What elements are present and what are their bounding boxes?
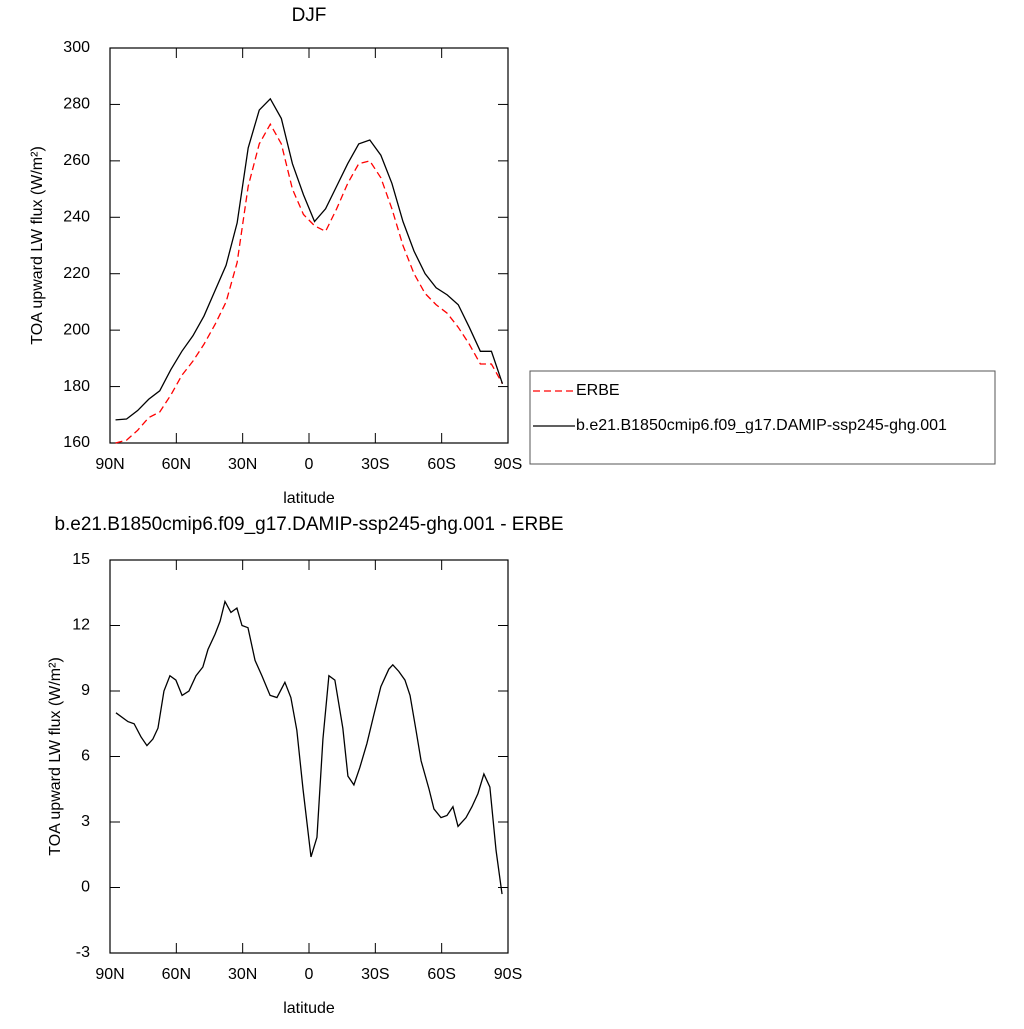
data-line <box>115 599 503 895</box>
y-tick-label: 160 <box>63 434 90 451</box>
legend-box <box>529 370 996 465</box>
data-line <box>115 97 504 421</box>
x-axis-label: latitude <box>283 490 335 507</box>
y-tick-label: 180 <box>63 378 90 395</box>
x-tick-label: 90S <box>494 966 522 983</box>
x-tick-label: 60N <box>162 966 191 983</box>
x-tick-label: 90N <box>95 966 124 983</box>
x-tick-label: 0 <box>305 456 314 473</box>
y-tick-label: 12 <box>72 617 90 634</box>
x-tick-label: 30S <box>361 456 389 473</box>
y-tick-label: 300 <box>63 39 90 56</box>
y-tick-label: 9 <box>81 682 90 699</box>
y-tick-label: 240 <box>63 209 90 226</box>
y-tick-label: 3 <box>81 813 90 830</box>
y-tick-label: 280 <box>63 96 90 113</box>
y-tick-label: -3 <box>76 944 90 961</box>
y-tick-label: 6 <box>81 748 90 765</box>
y-axis-label: TOA upward LW flux (W/m²) <box>47 657 64 856</box>
plot-frame <box>109 559 509 954</box>
y-tick-label: 15 <box>72 551 90 568</box>
x-axis-label: latitude <box>283 1000 335 1017</box>
y-tick-label: 220 <box>63 265 90 282</box>
x-tick-label: 60N <box>162 456 191 473</box>
x-tick-label: 90N <box>95 456 124 473</box>
y-tick-label: 0 <box>81 879 90 896</box>
x-tick-label: 60S <box>427 966 455 983</box>
y-tick-label: 260 <box>63 152 90 169</box>
y-axis-label: TOA upward LW flux (W/m²) <box>29 146 46 345</box>
y-tick-label: 200 <box>63 321 90 338</box>
x-tick-label: 90S <box>494 456 522 473</box>
x-tick-label: 30N <box>228 456 257 473</box>
x-tick-label: 0 <box>305 966 314 983</box>
x-tick-label: 60S <box>427 456 455 473</box>
legend-label: b.e21.B1850cmip6.f09_g17.DAMIP-ssp245-gh… <box>576 417 947 434</box>
x-tick-label: 30N <box>228 966 257 983</box>
chart-title: b.e21.B1850cmip6.f09_g17.DAMIP-ssp245-gh… <box>54 514 563 535</box>
chart-title: DJF <box>292 5 327 26</box>
data-line <box>115 122 504 444</box>
x-tick-label: 30S <box>361 966 389 983</box>
plot-frame <box>109 47 509 444</box>
legend-label: ERBE <box>576 382 620 399</box>
